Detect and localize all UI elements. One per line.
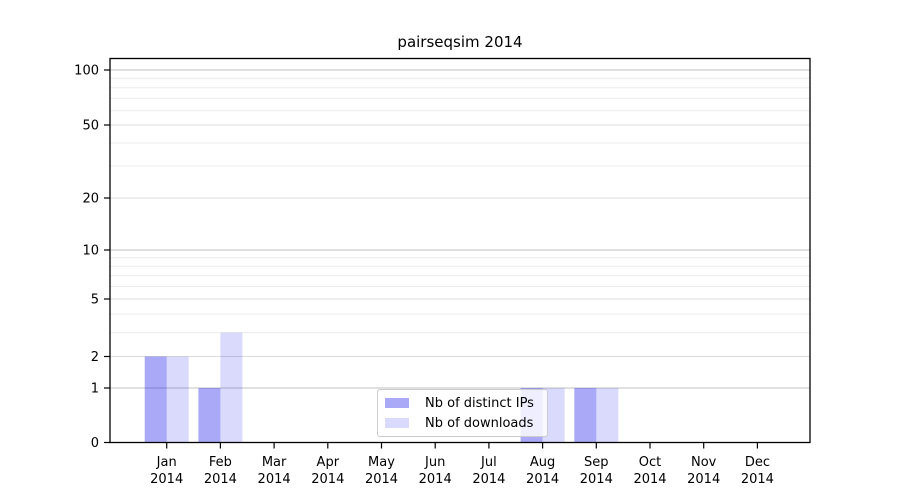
legend-item-distinct-ips: Nb of distinct IPs [385, 395, 547, 411]
bar-downloads-sep [596, 388, 619, 443]
x-tick-label-month: Jun [424, 455, 445, 470]
legend-item-downloads: Nb of downloads [385, 415, 547, 431]
x-tick-label-month: Jan [156, 455, 177, 470]
x-tick-label-month: Feb [209, 455, 232, 470]
legend-label-downloads: Nb of downloads [425, 415, 534, 431]
y-tick-label: 20 [82, 192, 99, 207]
x-tick-label-month: Nov [691, 455, 717, 470]
x-tick-label-year: 2014 [204, 472, 237, 487]
chart-title: pairseqsim 2014 [397, 33, 523, 51]
y-tick-label: 50 [82, 119, 99, 134]
bar-distinct-ips-jan [144, 356, 167, 443]
x-tick-label-month: Dec [745, 455, 770, 470]
y-tick-label: 2 [91, 350, 99, 365]
y-tick-label: 5 [91, 293, 99, 308]
bar-downloads-aug [542, 388, 565, 443]
x-tick-label-month: Jul [480, 455, 497, 470]
x-tick-label-month: May [368, 455, 395, 470]
x-tick-label-year: 2014 [472, 472, 505, 487]
x-tick-label-year: 2014 [258, 472, 291, 487]
x-tick-label-year: 2014 [741, 472, 774, 487]
x-tick-label-month: Oct [639, 455, 661, 470]
legend-swatch-distinct-ips [385, 398, 409, 408]
x-tick-label-month: Sep [584, 455, 609, 470]
x-tick-label-year: 2014 [150, 472, 183, 487]
y-tick-label: 0 [91, 436, 99, 451]
x-tick-label-month: Mar [262, 455, 287, 470]
x-tick-label-year: 2014 [633, 472, 666, 487]
bar-distinct-ips-sep [574, 388, 597, 443]
y-tick-label: 1 [91, 382, 99, 397]
y-tick-label: 100 [74, 64, 99, 79]
x-tick-label-year: 2014 [311, 472, 344, 487]
x-tick-label-month: Apr [317, 455, 340, 470]
bar-downloads-jan [166, 356, 189, 443]
x-tick-label-year: 2014 [687, 472, 720, 487]
x-tick-label-year: 2014 [419, 472, 452, 487]
legend: Nb of distinct IPs Nb of downloads [377, 389, 548, 437]
x-tick-label-year: 2014 [580, 472, 613, 487]
x-tick-label-year: 2014 [365, 472, 398, 487]
bar-downloads-feb [220, 332, 243, 443]
x-tick-label-month: Aug [530, 455, 555, 470]
legend-label-distinct-ips: Nb of distinct IPs [425, 395, 534, 411]
x-tick-label-year: 2014 [526, 472, 559, 487]
y-tick-label: 10 [82, 244, 99, 259]
bar-distinct-ips-feb [198, 388, 221, 443]
legend-swatch-downloads [385, 418, 409, 428]
